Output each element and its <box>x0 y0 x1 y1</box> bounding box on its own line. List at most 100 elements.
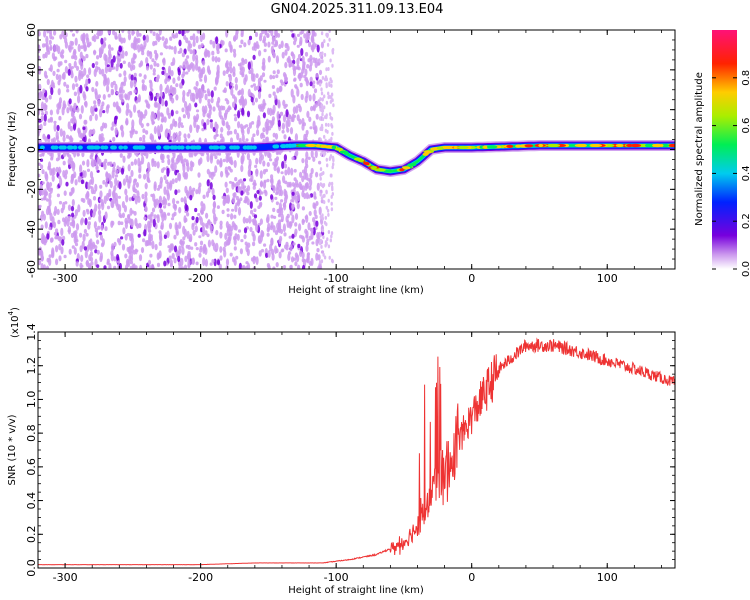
spectrogram-noise-cell <box>229 252 233 257</box>
spectrogram-noise-cell <box>44 51 48 59</box>
spectrogram-noise-cell <box>272 51 276 58</box>
spectrogram-noise-cell <box>288 251 292 255</box>
spectrogram-noise-cell <box>313 203 317 210</box>
spectrogram-noise-cell <box>112 161 116 168</box>
spectrogram-noise-cell <box>168 222 173 230</box>
spectrogram-noise-cell <box>293 231 297 238</box>
spectrogram-noise-cell <box>172 77 176 84</box>
spectrogram-noise-cell <box>306 64 310 69</box>
spectrogram-noise-cell <box>278 189 282 196</box>
spectrogram-noise-cell <box>308 211 312 216</box>
spectrogram-noise-cell <box>331 47 335 52</box>
spectrogram-noise-cell <box>172 203 176 209</box>
spectrogram-noise-cell <box>266 150 271 159</box>
spectrogram-noise-cell <box>257 77 261 85</box>
spectrogram-ridge-peak <box>374 168 386 172</box>
spectrogram-noise-cell <box>319 167 323 172</box>
spectrogram-noise-cell <box>321 112 324 117</box>
spectrogram-noise-cell <box>118 166 122 173</box>
spectrogram-noise-cell <box>130 161 134 166</box>
spectrogram-noise-cell <box>158 96 162 105</box>
spectrogram-ridge-peak <box>163 145 169 150</box>
spectrogram-noise-cell <box>201 105 205 114</box>
spectrogram-noise-cell <box>264 168 268 173</box>
spectrogram-noise-cell <box>287 119 291 127</box>
spectrogram-noise-cell <box>183 228 187 238</box>
spectrogram-noise-cell <box>56 108 60 115</box>
spectrogram-noise-cell <box>58 243 62 251</box>
spectrogram-noise-cell <box>237 110 241 119</box>
spectrogram-noise-cell <box>252 54 256 61</box>
spectrogram-noise-cell <box>129 256 134 262</box>
spectrogram-noise-cell <box>272 225 276 233</box>
spectrogram-noise-cell <box>255 197 259 203</box>
spectrogram-noise-cell <box>323 134 326 139</box>
y-tick-label: 0.8 <box>25 424 38 442</box>
spectrogram-noise-cell <box>279 235 283 242</box>
spectrogram-ridge-peak <box>305 143 317 148</box>
spectrogram-noise-cell <box>108 49 112 57</box>
spectrogram-noise-cell <box>150 211 154 217</box>
spectrogram-noise-cell <box>41 169 45 175</box>
spectrogram-noise-cell <box>258 239 262 244</box>
spectrogram-noise-cell <box>212 194 216 201</box>
spectrogram-noise-cell <box>294 213 299 220</box>
spectrogram-noise-cell <box>301 251 305 259</box>
spectrogram-noise-cell <box>40 115 44 122</box>
spectrogram-noise-cell <box>192 48 196 56</box>
y-tick-label: -40 <box>25 220 38 238</box>
spectrogram-noise-cell <box>53 210 57 216</box>
spectrogram-noise-cell <box>120 236 124 240</box>
spectrogram-noise-cell <box>181 107 185 113</box>
spectrogram-noise-cell <box>57 45 61 55</box>
spectrogram-x-label: Height of straight line (km) <box>288 285 424 296</box>
spectrogram-noise-cell <box>88 216 92 220</box>
spectrogram-noise-cell <box>240 190 244 196</box>
spectrogram-noise-cell <box>48 254 52 258</box>
spectrogram-noise-cell <box>38 55 41 61</box>
spectrogram-noise-cell <box>156 125 161 134</box>
spectrogram-noise-cell <box>42 213 47 221</box>
spectrogram-noise-cell <box>320 31 324 36</box>
spectrogram-noise-cell <box>67 215 71 222</box>
spectrogram-noise-cell <box>44 171 48 180</box>
spectrogram-noise-cell <box>225 154 229 164</box>
spectrogram-noise-cell <box>51 247 55 256</box>
spectrogram-noise-cell <box>163 116 167 123</box>
spectrogram-noise-cell <box>318 116 322 121</box>
spectrogram-noise-cell <box>290 256 295 263</box>
spectrogram-noise-cell <box>137 157 141 167</box>
spectrogram-noise-cell <box>84 217 88 226</box>
spectrogram-noise-cell <box>292 53 296 60</box>
spectrogram-noise-cell <box>294 133 298 142</box>
spectrogram-noise-cell <box>325 222 328 227</box>
spectrogram-noise-cell <box>78 58 82 66</box>
spectrogram-noise-cell <box>331 131 334 136</box>
spectrogram-noise-cell <box>268 93 272 98</box>
spectrogram-noise-cell <box>199 217 203 226</box>
spectrogram-noise-cell <box>316 81 320 85</box>
spectrogram-noise-cell <box>220 170 224 178</box>
spectrogram-noise-cell <box>85 86 89 92</box>
spectrogram-noise-cell <box>161 36 165 41</box>
spectrogram-noise-cell <box>188 89 192 94</box>
spectrogram-noise-cell <box>301 30 305 35</box>
spectrogram-noise-cell <box>38 30 41 37</box>
spectrogram-noise-cell <box>191 63 195 72</box>
spectrogram-noise-cell <box>297 192 301 202</box>
spectrogram-noise-cell <box>175 32 179 39</box>
spectrogram-noise-cell <box>212 207 216 215</box>
spectrogram-noise-cell <box>295 149 299 157</box>
spectrogram-noise-cell <box>312 42 316 50</box>
y-tick-label: 40 <box>25 63 38 77</box>
spectrogram-noise-cell <box>144 195 148 204</box>
spectrogram-noise-cell <box>319 82 322 87</box>
spectrogram-noise-cell <box>206 118 210 126</box>
spectrogram-noise-cell <box>291 194 295 203</box>
y-tick-label: -60 <box>25 260 38 278</box>
spectrogram-noise-cell <box>102 110 106 114</box>
spectrogram-noise-cell <box>62 130 66 138</box>
spectrogram-noise-cell <box>69 30 73 33</box>
spectrogram-noise-cell <box>174 189 178 196</box>
